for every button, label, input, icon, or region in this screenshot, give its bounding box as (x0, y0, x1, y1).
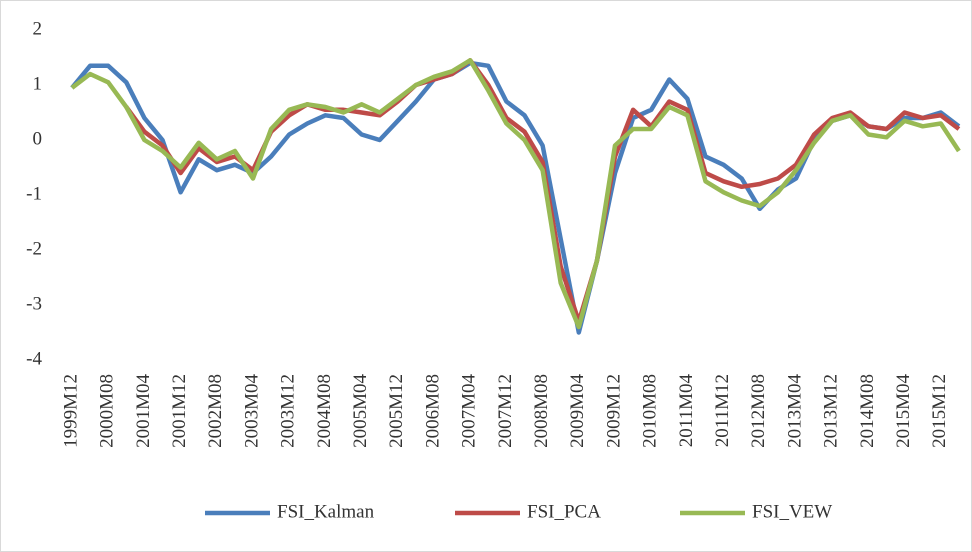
x-tick-label: 2012M08 (748, 374, 769, 448)
y-tick-label: -4 (26, 348, 42, 369)
x-tick-label: 1999M12 (60, 374, 81, 448)
x-tick-label: 2000M08 (97, 374, 118, 448)
legend-label: FSI_PCA (527, 501, 601, 522)
x-tick-label: 2006M08 (422, 374, 443, 448)
x-tick-label: 2005M04 (350, 374, 371, 448)
x-tick-label: 2011M12 (712, 374, 733, 447)
series-line (70, 58, 961, 330)
x-tick-label: 2014M08 (857, 374, 878, 448)
x-tick-label: 2011M04 (676, 374, 697, 448)
x-tick-label: 2002M08 (205, 374, 226, 448)
x-tick-label: 2007M04 (459, 374, 480, 448)
x-tick-label: 2003M04 (241, 374, 262, 448)
x-tick-label: 2003M12 (278, 374, 299, 448)
x-tick-label: 2013M12 (821, 374, 842, 448)
x-tick-label: 2001M12 (169, 374, 190, 448)
y-tick-label: 0 (33, 128, 43, 149)
x-tick-label: 2008M08 (531, 374, 552, 448)
y-tick-label: -3 (26, 293, 42, 314)
y-tick-label: -1 (26, 183, 42, 204)
x-tick-label: 2005M12 (386, 374, 407, 448)
x-tick-label: 2013M04 (784, 374, 805, 448)
x-tick-label: 2015M04 (893, 374, 914, 448)
x-tick-label: 2009M12 (603, 374, 624, 448)
x-tick-label: 2015M12 (929, 374, 950, 448)
y-tick-label: -2 (26, 238, 42, 259)
x-tick-label: 2007M12 (495, 374, 516, 448)
y-tick-label: 2 (33, 18, 43, 39)
y-tick-label: 1 (33, 73, 43, 94)
x-tick-label: 2001M04 (133, 374, 154, 448)
legend-label: FSI_VEW (752, 501, 832, 522)
x-tick-label: 2010M08 (640, 374, 661, 448)
x-tick-label: 2004M08 (314, 374, 335, 448)
legend-label: FSI_Kalman (277, 501, 375, 522)
x-tick-label: 2009M04 (567, 374, 588, 448)
